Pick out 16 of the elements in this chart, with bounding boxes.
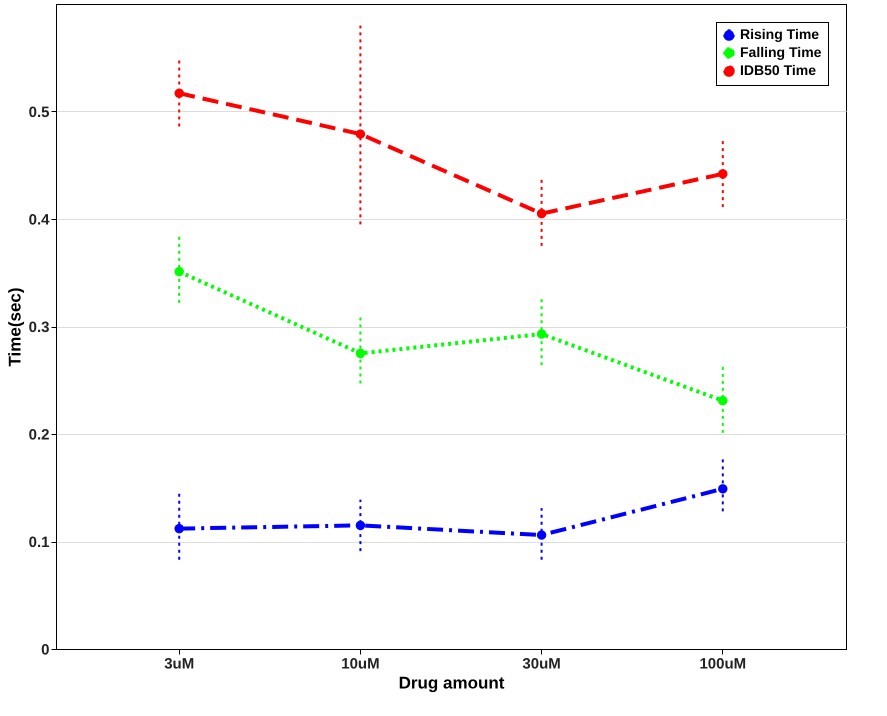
x-axis-title: Drug amount [398, 674, 505, 692]
legend-label: Rising Time [740, 26, 820, 42]
y-tick-label: 0.1 [28, 534, 50, 551]
x-tick-label: 10uM [341, 656, 380, 672]
y-tick-label: 0.2 [28, 426, 50, 444]
y-tick-label: 0.5 [28, 104, 50, 121]
y-axis-title: Time(sec) [6, 287, 25, 367]
x-tick-label: 30uM [522, 656, 561, 672]
x-tick-label: 100uM [699, 656, 746, 672]
legend-label: IDB50 Time [740, 62, 816, 78]
x-tick-label: 3uM [164, 656, 194, 672]
y-tick-label: 0 [41, 642, 50, 658]
y-tick-label: 0.3 [28, 319, 50, 336]
point [718, 484, 728, 494]
y-tick-label: 0.4 [28, 212, 50, 228]
legend-label: Falling Time [740, 44, 822, 60]
